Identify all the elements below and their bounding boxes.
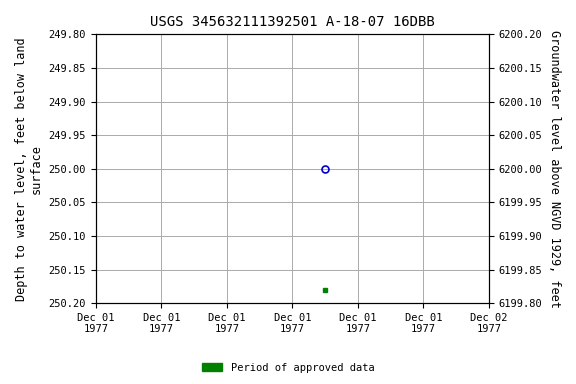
Legend: Period of approved data: Period of approved data bbox=[198, 359, 378, 377]
Title: USGS 345632111392501 A-18-07 16DBB: USGS 345632111392501 A-18-07 16DBB bbox=[150, 15, 435, 29]
Y-axis label: Groundwater level above NGVD 1929, feet: Groundwater level above NGVD 1929, feet bbox=[548, 30, 561, 308]
Y-axis label: Depth to water level, feet below land
surface: Depth to water level, feet below land su… bbox=[15, 37, 43, 301]
